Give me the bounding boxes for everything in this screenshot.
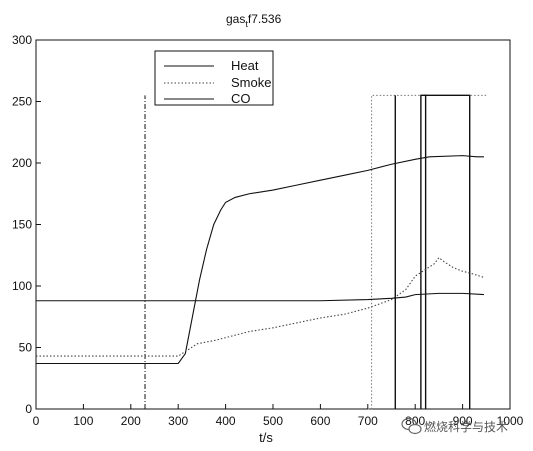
alarm-marker-line: [367, 94, 487, 410]
x-tick-label: 1000: [497, 414, 524, 428]
x-tick-label: 300: [168, 414, 188, 428]
alarm-marker-line: [420, 94, 427, 409]
series-line-heat: [36, 155, 484, 365]
x-tick-label: 200: [121, 414, 141, 428]
series-line-smoke: [36, 256, 485, 357]
legend: Heat Smoke CO: [154, 50, 274, 106]
chart-title: gastf7.536: [226, 12, 282, 29]
y-tick-label: 100: [12, 279, 32, 293]
x-tick-label: 500: [263, 414, 283, 428]
x-axis-label: t/s: [259, 430, 273, 445]
x-tick-label: 100: [73, 414, 93, 428]
legend-label-co: CO: [231, 91, 251, 106]
alarm-marker-line: [423, 94, 471, 409]
x-tick-label: 400: [216, 414, 236, 428]
legend-box: [154, 50, 274, 106]
y-tick-label: 250: [12, 95, 32, 109]
y-tick-label: 200: [12, 156, 32, 170]
x-tick-label: 600: [310, 414, 330, 428]
x-tick-label: 900: [453, 414, 473, 428]
series-line-co: [36, 292, 484, 302]
watermark-text: 燃烧科学与技术: [424, 419, 508, 434]
watermark: 燃烧科学与技术: [401, 417, 508, 435]
legend-label-smoke: Smoke: [231, 75, 271, 90]
legend-label-heat: Heat: [231, 58, 259, 73]
y-tick-label: 300: [12, 33, 32, 47]
y-tick-label: 50: [19, 341, 33, 355]
y-tick-label: 150: [12, 218, 32, 232]
x-tick-label: 0: [33, 414, 40, 428]
axis-ticks: 0 100 200 300 400 500 600 700 800 900 100005010015…: [12, 33, 524, 428]
y-tick-label: 0: [25, 402, 32, 416]
x-tick-label: 700: [358, 414, 378, 428]
wechat-bubble-icon: [401, 417, 422, 435]
series-lines: [36, 155, 485, 365]
marker-lines: [144, 94, 487, 410]
